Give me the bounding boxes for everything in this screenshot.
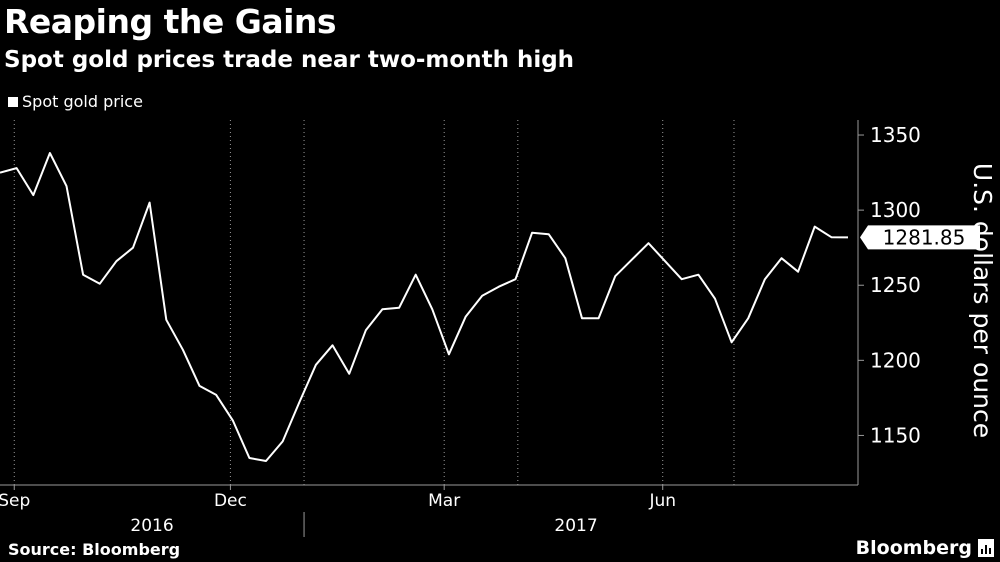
y-tick-label: 1300	[870, 198, 921, 222]
chart-subtitle: Spot gold prices trade near two-month hi…	[4, 47, 575, 73]
grid-layer	[13, 120, 735, 485]
y-tick-label: 1200	[870, 348, 921, 372]
price-line	[0, 152, 849, 462]
bloomberg-logo-icon	[978, 539, 994, 557]
series-layer	[0, 152, 849, 462]
x-year-label: 2017	[554, 516, 597, 536]
axis-layer	[0, 120, 864, 537]
last-value-label: 1281.85	[883, 225, 966, 249]
x-tick-label: Sep	[0, 491, 30, 511]
legend-label: Spot gold price	[22, 92, 143, 111]
y-tick-label: 1350	[870, 123, 921, 147]
source-note: Source: Bloomberg	[8, 540, 181, 559]
y-tick-label: 1250	[870, 273, 921, 297]
y-axis-title: U.S. dollars per ounce	[968, 163, 997, 438]
brand: Bloomberg	[856, 536, 994, 560]
label-layer: 1150 1200 1250 1300 1350 Sep Dec Mar Jun 2016 2017…	[0, 123, 997, 536]
y-tick-label: 1150	[870, 423, 921, 447]
legend: Spot gold price	[8, 92, 143, 112]
brand-name: Bloomberg	[855, 537, 972, 559]
legend-swatch	[8, 97, 18, 107]
x-tick-label: Dec	[214, 491, 247, 511]
x-tick-label: Mar	[428, 491, 460, 511]
x-year-label: 2016	[130, 516, 173, 536]
last-value-callout	[860, 225, 980, 250]
chart-title: Reaping the Gains	[4, 2, 337, 41]
x-tick-label: Jun	[648, 491, 676, 511]
